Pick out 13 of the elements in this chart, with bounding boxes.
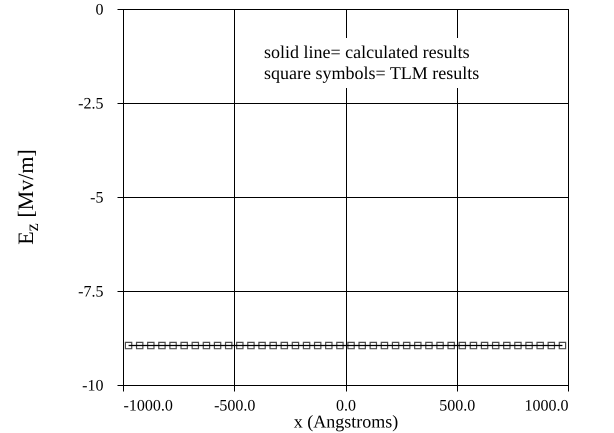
annotation: square symbols= TLM results xyxy=(264,63,480,84)
y-tick-label: -5 xyxy=(90,190,104,206)
x-tick-label: -1000.0 xyxy=(124,398,173,414)
x-tick-label: -500.0 xyxy=(214,398,256,414)
x-tick-label: 0.0 xyxy=(336,398,356,414)
x-tick-label: 500.0 xyxy=(439,398,476,414)
y-tick-label: -10 xyxy=(82,378,104,394)
x-axis-title: x (Angstroms) xyxy=(294,412,398,432)
x-tick-label: 1000.0 xyxy=(524,398,568,414)
annotation: solid line= calculated results xyxy=(264,42,471,63)
y-tick-label: -7.5 xyxy=(78,284,104,300)
y-tick-label: 0 xyxy=(96,2,104,18)
y-tick-label: -2.5 xyxy=(78,96,104,112)
